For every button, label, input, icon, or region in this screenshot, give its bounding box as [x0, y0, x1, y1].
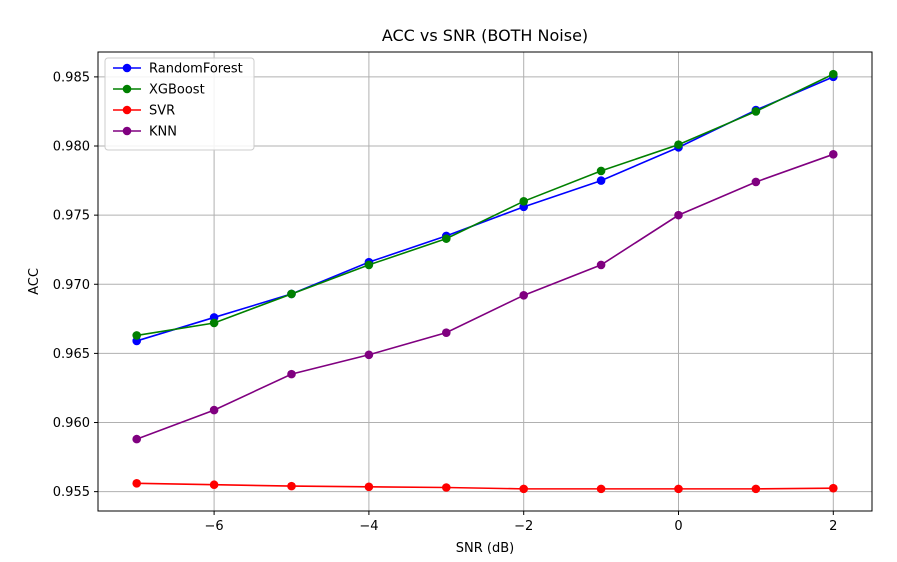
x-tick-label: 2	[829, 519, 837, 534]
data-point-knn	[519, 291, 528, 300]
chart-title: ACC vs SNR (BOTH Noise)	[382, 26, 588, 45]
data-point-knn	[364, 350, 374, 360]
x-axis-label: SNR (dB)	[456, 541, 514, 556]
data-point-knn	[751, 177, 761, 187]
data-point-svr	[674, 484, 683, 494]
series-line-knn	[136, 153, 834, 440]
data-point-xgboost	[751, 107, 761, 116]
legend: RandomForest XGBoost SVR KNN	[104, 57, 255, 151]
plot-frame	[97, 51, 873, 512]
x-tick-label: 0	[674, 519, 682, 534]
data-point-xgboost	[364, 260, 374, 270]
data-point-xgboost	[287, 289, 296, 299]
y-tick-label: 0.955	[53, 485, 90, 500]
series-layer	[132, 69, 838, 494]
ticks: −6 −4 −2 0 2 0.955 0.960 0.965 0.970 0.975 0.980 0.…	[53, 70, 838, 534]
data-point-xgboost	[442, 234, 451, 243]
data-point-knn	[596, 260, 606, 270]
legend-label-xgboost: XGBoost	[149, 83, 205, 98]
legend-label-randomforest: RandomForest	[149, 62, 243, 77]
data-point-randomforest	[596, 176, 606, 185]
legend-label-svr: SVR	[149, 104, 175, 119]
data-point-svr	[751, 484, 761, 494]
x-tick-label: −4	[359, 519, 378, 534]
data-point-knn	[287, 369, 296, 379]
data-point-svr	[287, 481, 296, 491]
y-tick-label: 0.970	[53, 278, 90, 293]
data-point-svr	[364, 482, 374, 492]
y-tick-label: 0.985	[53, 70, 90, 85]
x-tick-label: −2	[514, 519, 533, 534]
data-point-xgboost	[829, 69, 838, 79]
data-point-svr	[596, 484, 606, 494]
legend-label-knn: KNN	[149, 125, 177, 140]
data-point-svr	[132, 479, 141, 488]
y-tick-label: 0.965	[53, 347, 90, 362]
data-point-svr	[209, 480, 219, 490]
data-point-knn	[442, 328, 451, 337]
legend-swatch-marker-randomforest	[122, 63, 132, 73]
legend-swatch-marker-knn	[122, 126, 132, 136]
data-point-xgboost	[674, 140, 683, 149]
data-point-xgboost	[596, 166, 606, 176]
legend-box	[104, 57, 255, 151]
x-tick-label: −6	[205, 519, 224, 534]
y-tick-label: 0.960	[53, 416, 90, 431]
legend-swatch-marker-svr	[122, 105, 132, 115]
data-point-knn	[132, 434, 141, 444]
data-point-knn	[674, 210, 683, 220]
data-point-knn	[829, 150, 838, 159]
data-point-knn	[209, 405, 219, 415]
y-tick-label: 0.975	[53, 209, 90, 224]
data-point-xgboost	[209, 318, 219, 328]
legend-swatch-marker-xgboost	[122, 84, 132, 94]
y-tick-label: 0.980	[53, 140, 90, 155]
y-axis-label: ACC	[27, 268, 42, 295]
data-point-svr	[442, 483, 451, 492]
data-point-xgboost	[519, 197, 528, 206]
series-line-svr	[136, 482, 834, 490]
grid	[98, 52, 872, 511]
data-point-xgboost	[132, 331, 141, 340]
data-point-svr	[829, 483, 838, 493]
data-point-svr	[519, 484, 528, 494]
series-line-xgboost	[136, 73, 834, 337]
